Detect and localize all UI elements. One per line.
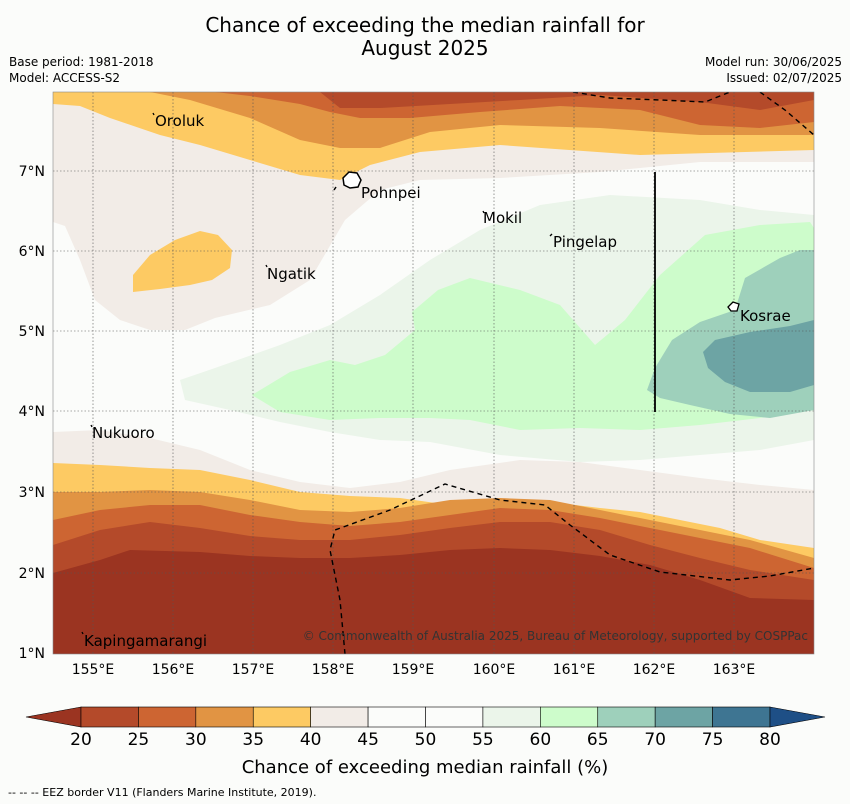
colorbar-segment	[654, 706, 713, 728]
lon-label: 162°E	[633, 662, 676, 678]
lon-label: 163°E	[713, 662, 756, 678]
ngatik-pocket-35-40	[133, 231, 232, 292]
lat-label: 5°N	[19, 324, 45, 340]
colorbar-tick-label: 60	[530, 730, 552, 750]
place-label-oroluk: Oroluk	[155, 112, 204, 130]
place-label-pohnpei: Pohnpei	[361, 184, 421, 202]
lon-label: 156°E	[152, 662, 195, 678]
colorbar	[25, 706, 826, 728]
model-run: Model run: 30/06/2025	[704, 55, 842, 69]
colorbar-segment	[540, 706, 599, 728]
colorbar-tick-label: 25	[128, 730, 150, 750]
kosrae-island-icon	[727, 301, 740, 312]
lat-label: 1°N	[19, 646, 45, 662]
lat-label: 3°N	[19, 485, 45, 501]
north-band-20-25	[320, 92, 814, 110]
place-label-kosrae: Kosrae	[740, 307, 791, 325]
colorbar-segment	[195, 706, 254, 728]
kosrae-band-70-75	[703, 320, 814, 392]
pohnpei-island-icon	[342, 171, 362, 189]
lon-label: 161°E	[553, 662, 596, 678]
map-title-line1: Chance of exceeding the median rainfall …	[205, 13, 645, 37]
place-label-pingelap: Pingelap	[553, 233, 617, 251]
lon-label: 158°E	[312, 662, 355, 678]
model-name: Model: ACCESS-S2	[9, 71, 121, 85]
colorbar-tick-label: 75	[702, 730, 724, 750]
lat-label: 2°N	[19, 566, 45, 582]
eez-legend: -- -- -- EEZ border V11 (Flanders Marine…	[8, 786, 317, 799]
lat-label: 6°N	[19, 244, 45, 260]
map-frame	[52, 91, 815, 655]
colorbar-segment	[712, 706, 771, 728]
base-period: Base period: 1981-2018	[9, 55, 154, 69]
colorbar-under-arrow	[25, 706, 82, 728]
latitude-labels: 7°N 6°N 5°N 4°N 3°N 2°N 1°N	[19, 164, 45, 662]
colorbar-tick-label: 70	[644, 730, 666, 750]
colorbar-label: Chance of exceeding median rainfall (%)	[242, 757, 609, 778]
colorbar-ticks: 20 25 30 35 40 45 50 55 60 65 70 75 80	[70, 730, 781, 750]
colorbar-segment	[138, 706, 197, 728]
eez-border	[329, 92, 814, 654]
colorbar-segment	[80, 706, 139, 728]
pohnpei-islet-icon	[333, 186, 337, 191]
place-label-kapingamarangi: Kapingamarangi	[84, 632, 207, 650]
colorbar-tick-label: 20	[70, 730, 92, 750]
colorbar-tick-label: 65	[587, 730, 609, 750]
colorbar-segment	[597, 706, 656, 728]
lon-label: 157°E	[232, 662, 275, 678]
place-label-nukuoro: Nukuoro	[92, 424, 155, 442]
credit-text: © Commonwealth of Australia 2025, Bureau…	[303, 629, 808, 643]
colorbar-tick-label: 40	[300, 730, 322, 750]
colorbar-tick-label: 35	[242, 730, 264, 750]
lat-label: 7°N	[19, 164, 45, 180]
colorbar-tick-label: 45	[357, 730, 379, 750]
colorbar-over-arrow	[769, 706, 826, 728]
colorbar-tick-label: 30	[185, 730, 207, 750]
south-band-below-20	[53, 548, 814, 654]
colorbar-tick-label: 55	[472, 730, 494, 750]
place-label-mokil: Mokil	[483, 209, 522, 227]
colorbar-segment	[252, 706, 311, 728]
colorbar-segment	[482, 706, 541, 728]
issued-date: Issued: 02/07/2025	[726, 71, 842, 85]
map-title-line2: August 2025	[361, 36, 489, 60]
graticule	[53, 92, 814, 654]
colorbar-segment	[310, 706, 369, 728]
map-plot-area: Oroluk Pohnpei Mokil Pingelap Ngatik Kos…	[53, 92, 814, 654]
lon-label: 160°E	[473, 662, 516, 678]
islet-markers	[81, 112, 553, 635]
lat-label: 4°N	[19, 404, 45, 420]
lon-label: 155°E	[72, 662, 115, 678]
colorbar-tick-label: 50	[415, 730, 437, 750]
colorbar-tick-label: 80	[759, 730, 781, 750]
longitude-labels: 155°E 156°E 157°E 158°E 159°E 160°E 161°…	[72, 662, 756, 678]
lon-label: 159°E	[392, 662, 435, 678]
colorbar-segment	[367, 706, 426, 728]
place-label-ngatik: Ngatik	[267, 265, 316, 283]
colorbar-segment	[425, 706, 484, 728]
